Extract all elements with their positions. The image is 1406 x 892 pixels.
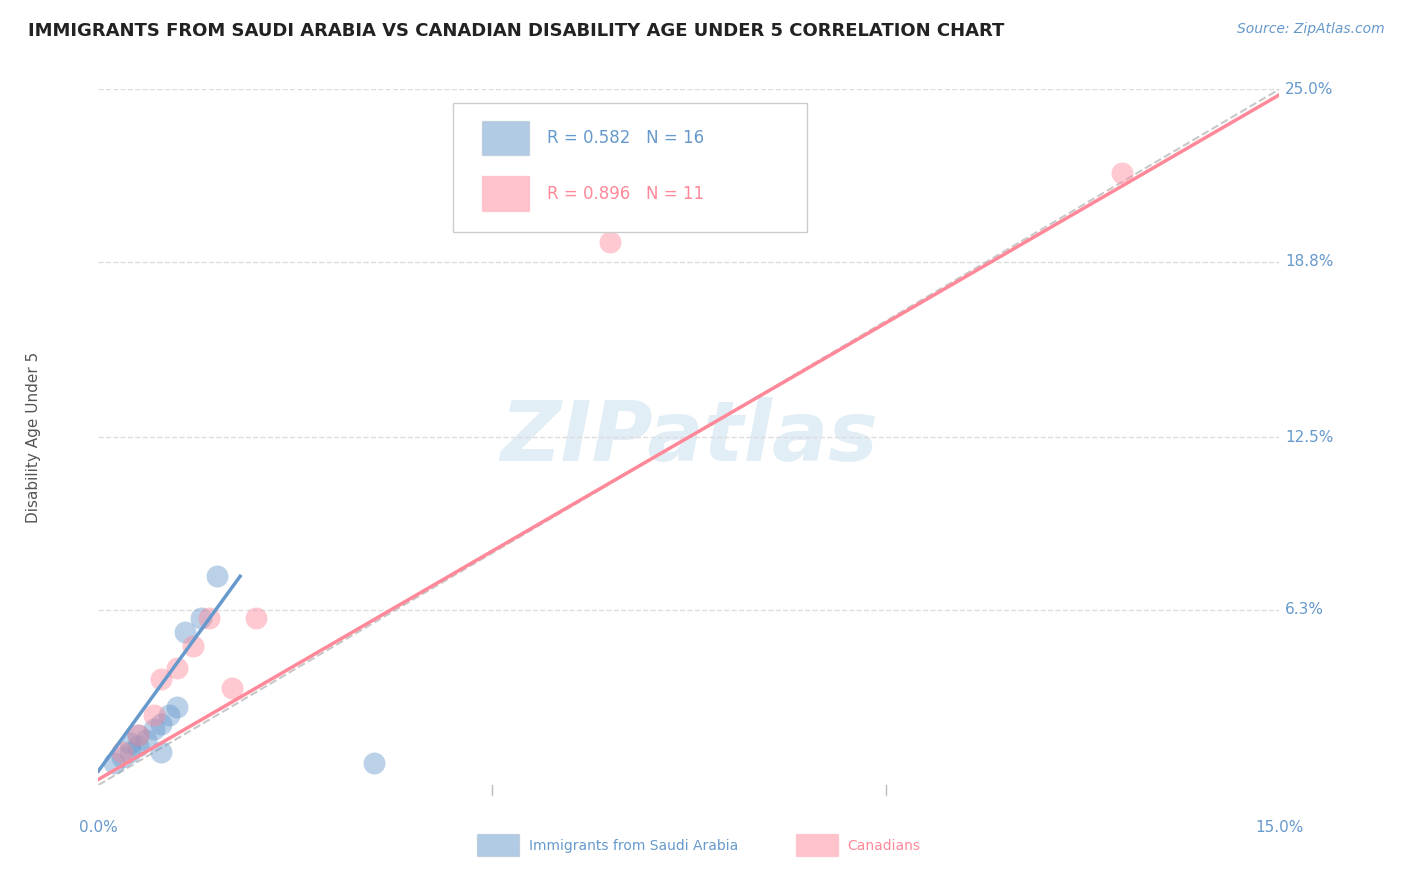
Point [166,661,188,675]
Point [363,756,385,770]
FancyBboxPatch shape [482,177,530,211]
Text: Immigrants from Saudi Arabia: Immigrants from Saudi Arabia [529,838,738,853]
FancyBboxPatch shape [453,103,807,232]
Point [150,672,173,686]
Text: Disability Age Under 5: Disability Age Under 5 [25,351,41,523]
Text: 0.0%: 0.0% [79,820,118,835]
FancyBboxPatch shape [482,120,530,155]
Point [245,611,267,625]
Point [174,624,197,639]
Point [181,639,204,653]
Text: R = 0.582   N = 16: R = 0.582 N = 16 [547,129,704,147]
Text: 15.0%: 15.0% [1256,820,1303,835]
Point [135,733,157,747]
Point [103,756,125,770]
Text: Canadians: Canadians [848,838,921,853]
Point [127,739,149,753]
Point [127,728,149,742]
Text: 6.3%: 6.3% [1285,602,1324,617]
Text: 25.0%: 25.0% [1285,82,1334,96]
Text: ZIPatlas: ZIPatlas [501,397,877,477]
Point [127,728,149,742]
Point [190,611,212,625]
Point [599,235,621,250]
Point [118,745,141,759]
Point [142,723,165,737]
Point [1111,166,1133,180]
Point [150,745,173,759]
Point [150,716,173,731]
Text: Source: ZipAtlas.com: Source: ZipAtlas.com [1237,22,1385,37]
Text: IMMIGRANTS FROM SAUDI ARABIA VS CANADIAN DISABILITY AGE UNDER 5 CORRELATION CHAR: IMMIGRANTS FROM SAUDI ARABIA VS CANADIAN… [28,22,1004,40]
Text: 18.8%: 18.8% [1285,254,1334,269]
Text: R = 0.896   N = 11: R = 0.896 N = 11 [547,185,704,202]
Text: 12.5%: 12.5% [1285,430,1334,444]
Point [197,611,219,625]
Point [142,708,165,723]
Point [221,681,243,695]
Point [111,750,134,764]
Point [157,708,180,723]
Point [118,736,141,750]
Point [166,700,188,714]
Point [111,745,134,759]
Point [205,569,228,583]
